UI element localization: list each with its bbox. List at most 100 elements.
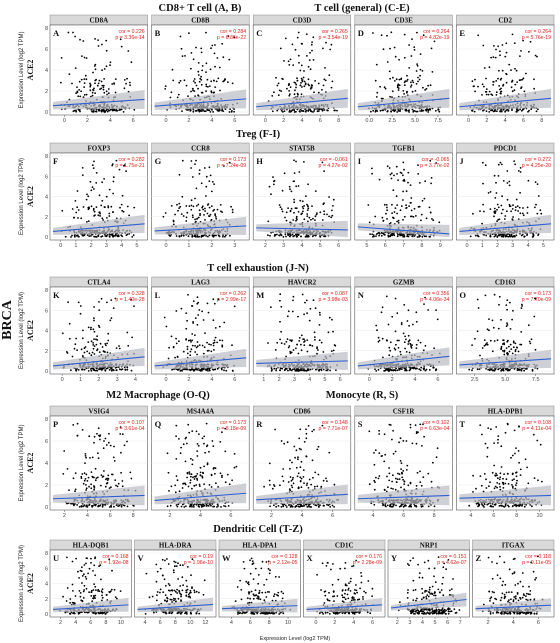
data-point [302,110,304,112]
data-point [520,368,523,370]
data-point [395,165,398,168]
stat-p: p = 5.76e-19 [522,35,551,41]
data-point [403,303,406,306]
data-point [500,204,503,207]
figure-label-brca: BRCA [0,299,15,340]
data-point [176,356,179,358]
data-point [383,369,386,372]
data-point [104,343,107,345]
data-point [422,349,425,352]
data-point [175,342,178,345]
data-point [506,299,509,301]
data-point [231,82,234,85]
data-point [314,190,317,193]
data-point [410,347,413,349]
data-point [292,299,294,302]
data-point [200,83,203,86]
data-point [93,306,95,308]
data-point [283,110,286,112]
data-point [285,211,288,214]
data-point [198,172,201,175]
data-point [231,479,234,482]
data-point [295,215,298,218]
data-point [76,349,78,351]
data-point [505,234,507,237]
data-point [174,491,177,494]
data-point [371,172,373,175]
data-point [299,368,301,371]
data-point [109,319,112,322]
data-point [416,236,419,238]
y-tick-label: 4 [45,329,48,335]
data-point [288,109,291,112]
data-point [197,203,200,206]
data-point [207,86,209,88]
data-point [273,235,276,237]
data-point [410,201,412,204]
data-point [397,233,399,236]
data-point [203,346,206,349]
data-point [164,88,167,90]
data-point [210,190,213,193]
data-point [522,39,524,42]
panel-letter: E [459,28,465,38]
data-point [199,110,202,112]
data-point [438,221,441,224]
data-point [314,307,317,310]
data-point [191,235,194,237]
data-point [294,369,297,372]
data-point [201,344,204,347]
data-point [302,76,305,79]
data-point [188,473,191,475]
stat-cor: cor = 0.262 [220,291,246,297]
data-point [184,482,186,485]
data-point [537,233,540,236]
x-tick-label: 4 [210,377,213,383]
data-point [290,190,293,193]
data-point [197,70,200,73]
data-point [405,190,408,193]
data-point [191,344,194,347]
data-point [387,232,390,235]
data-point [388,167,391,169]
data-point [386,209,388,212]
panel-letter: C [256,28,262,38]
data-point [295,160,297,163]
data-point [190,348,193,351]
data-point [280,208,283,211]
data-point [330,86,333,89]
data-point [97,505,99,508]
data-point [293,198,295,201]
data-point [402,174,404,177]
data-point [77,235,80,238]
data-point [474,90,476,93]
data-point [397,89,400,91]
gene-name: FOXP3 [88,145,111,153]
data-point [399,234,402,237]
data-point [216,341,219,344]
data-point [292,349,295,351]
data-point [203,504,206,507]
data-point [296,77,298,80]
data-point [213,349,215,351]
data-point [80,477,83,479]
data-point [207,349,210,352]
data-point [90,487,93,490]
data-point [79,38,81,41]
data-point [203,167,206,169]
data-point [283,343,286,345]
data-point [94,38,96,40]
x-tick-label: 8 [132,513,135,519]
data-point [269,484,271,486]
data-point [106,342,108,345]
data-point [193,369,195,372]
data-point [112,176,115,179]
panel-letter: K [53,290,60,300]
data-point [85,487,88,490]
data-point [287,346,290,349]
data-point [476,298,479,301]
data-point [276,109,279,112]
data-point [112,456,115,459]
data-point [319,314,321,316]
